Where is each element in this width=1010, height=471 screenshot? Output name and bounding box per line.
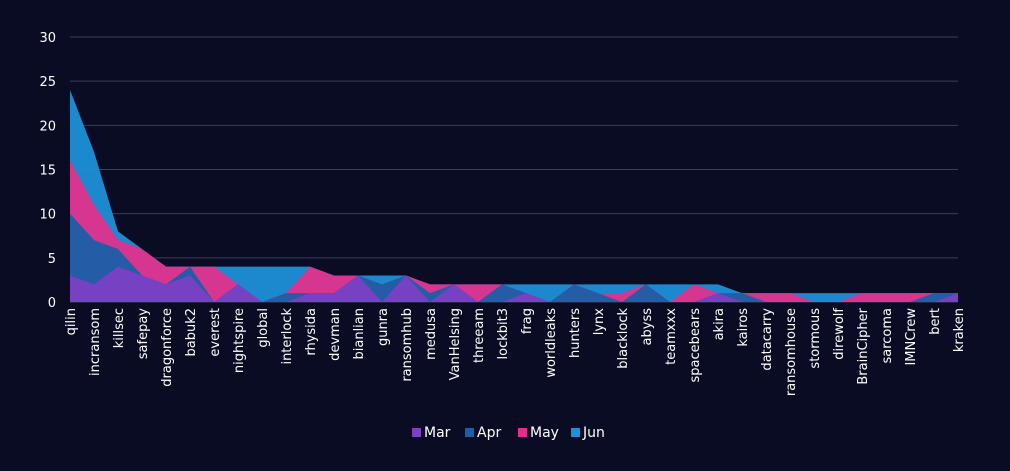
y-tick-label: 15 [39, 164, 56, 179]
x-tick-label: teamxxx [664, 308, 679, 365]
legend-label-jun: Jun [582, 425, 605, 441]
legend-swatch-mar [412, 428, 421, 437]
area-may [70, 160, 958, 302]
x-tick-label: incransom [88, 308, 103, 376]
x-tick-label: frag [520, 308, 535, 334]
x-tick-label: babuk2 [184, 308, 199, 357]
x-tick-label: VanHelsing [448, 308, 463, 380]
x-tick-label: sarcoma [880, 308, 895, 364]
x-tick-label: threeam [472, 308, 487, 363]
legend-swatch-may [518, 428, 527, 437]
gridlines [70, 36, 958, 303]
x-tick-label: everest [208, 308, 223, 357]
x-tick-label: devman [328, 308, 343, 361]
x-tick-label: rhysida [304, 308, 319, 356]
x-tick-label: bert [928, 308, 943, 335]
y-tick-label: 10 [39, 208, 56, 223]
x-tick-label: interlock [280, 308, 295, 365]
x-tick-label: lynx [592, 308, 607, 336]
x-tick-label: kraken [952, 308, 967, 352]
x-tick-label: killsec [112, 308, 127, 348]
x-tick-label: dragonforce [160, 308, 175, 387]
x-tick-label: gunra [376, 308, 391, 346]
legend-label-mar: Mar [424, 425, 451, 441]
x-tick-label: ransomhouse [784, 308, 799, 396]
legend-swatch-apr [465, 428, 474, 437]
legend-swatch-jun [571, 428, 580, 437]
x-tick-label: global [256, 308, 271, 348]
legend-label-may: May [530, 425, 559, 441]
x-tick-label: stormous [808, 308, 823, 369]
legend-label-apr: Apr [477, 425, 501, 441]
x-tick-label: BrainCipher [856, 307, 871, 384]
x-tick-label: nightspire [232, 308, 247, 373]
y-tick-label: 5 [48, 252, 56, 267]
x-tick-label: hunters [568, 308, 583, 358]
x-tick-label: lockbit3 [496, 308, 511, 359]
y-tick-label: 30 [39, 31, 56, 46]
y-tick-label: 25 [39, 75, 56, 90]
y-tick-label: 20 [39, 119, 56, 134]
x-tick-label: direwolf [832, 308, 847, 360]
x-tick-label: blacklock [616, 308, 631, 369]
x-tick-label: datacarry [760, 308, 775, 371]
area-mar [70, 266, 958, 302]
area-series [70, 90, 958, 302]
y-tick-label: 0 [48, 296, 56, 311]
x-tick-label: bianlian [352, 308, 367, 360]
y-axis: 0 5 10 15 20 25 30 [39, 31, 56, 311]
x-axis: qilin incransom killsec safepay dragonforce b… [64, 307, 967, 396]
x-tick-label: ransomhub [400, 308, 415, 382]
x-tick-label: IMNCrew [904, 308, 919, 366]
x-tick-label: qilin [64, 308, 79, 335]
x-tick-label: kairos [736, 308, 751, 347]
x-tick-label: medusa [424, 308, 439, 360]
x-tick-label: abyss [640, 308, 655, 346]
x-tick-label: akira [712, 308, 727, 340]
x-tick-label: spacebears [688, 308, 703, 383]
x-tick-label: safepay [136, 308, 151, 360]
legend: Mar Apr May Jun [412, 425, 605, 441]
x-tick-label: worldleaks [544, 308, 559, 378]
